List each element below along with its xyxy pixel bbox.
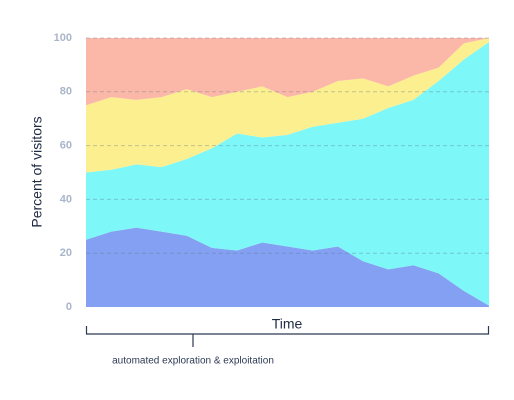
y-tick-label: 100 <box>54 32 72 44</box>
area <box>86 227 489 307</box>
y-tick-label: 20 <box>60 247 72 259</box>
areas <box>86 38 489 307</box>
area <box>86 38 489 106</box>
x-bracket <box>85 326 490 347</box>
y-tick-label: 80 <box>60 86 72 98</box>
y-tick-label: 40 <box>60 193 72 205</box>
y-axis-label: Percent of visitors <box>29 116 45 227</box>
annotation: automated exploration & exploitation <box>112 356 274 367</box>
y-tick-label: 0 <box>66 301 72 313</box>
x-axis-label: Time <box>272 316 303 332</box>
area <box>86 38 489 173</box>
y-tick-label: 60 <box>60 140 72 152</box>
